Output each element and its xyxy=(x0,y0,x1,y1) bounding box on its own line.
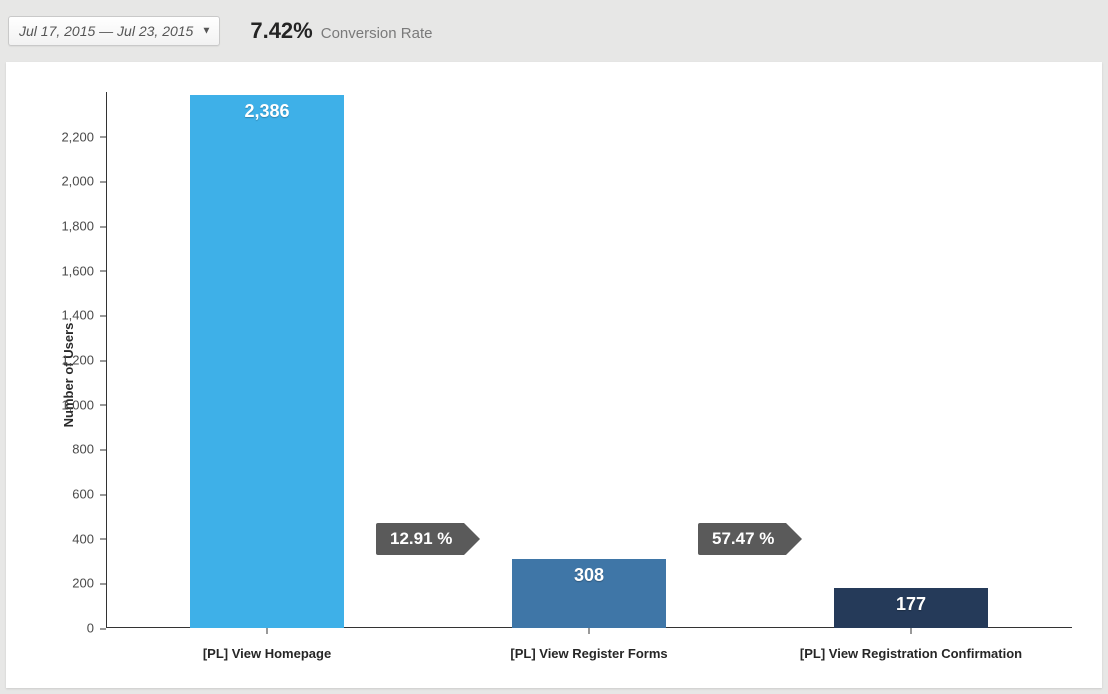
y-tick-label: 1,600 xyxy=(61,263,106,278)
bar-value-label: 2,386 xyxy=(190,101,345,122)
y-tick-label: 200 xyxy=(72,576,106,591)
date-range-picker[interactable]: Jul 17, 2015 — Jul 23, 2015 ▼ xyxy=(8,16,220,46)
conversion-rate: 7.42% Conversion Rate xyxy=(250,18,432,44)
bar-value-label: 308 xyxy=(512,565,667,586)
chart-panel: Number of Users 02004006008001,0001,2001… xyxy=(6,62,1102,688)
header-bar: Jul 17, 2015 — Jul 23, 2015 ▼ 7.42% Conv… xyxy=(0,0,1108,62)
y-tick-label: 2,000 xyxy=(61,174,106,189)
y-tick-label: 400 xyxy=(72,531,106,546)
funnel-bar: 177 xyxy=(834,588,989,628)
y-tick-label: 0 xyxy=(87,621,106,636)
x-category-label: [PL] View Register Forms xyxy=(510,646,667,661)
y-tick-label: 1,200 xyxy=(61,353,106,368)
conversion-rate-value: 7.42% xyxy=(250,18,312,44)
funnel-bar-chart: 02004006008001,0001,2001,4001,6001,8002,… xyxy=(106,92,1072,628)
funnel-step-percent: 12.91 % xyxy=(376,523,464,555)
funnel-bar: 308 xyxy=(512,559,667,628)
funnel-step-percent: 57.47 % xyxy=(698,523,786,555)
caret-down-icon: ▼ xyxy=(201,26,211,37)
y-tick-label: 2,200 xyxy=(61,129,106,144)
x-tick-mark xyxy=(267,628,268,634)
y-tick-label: 800 xyxy=(72,442,106,457)
x-category-label: [PL] View Registration Confirmation xyxy=(800,646,1022,661)
funnel-bar: 2,386 xyxy=(190,95,345,628)
x-tick-mark xyxy=(911,628,912,634)
y-tick-label: 1,400 xyxy=(61,308,106,323)
bar-value-label: 177 xyxy=(834,594,989,615)
y-tick-label: 600 xyxy=(72,487,106,502)
x-tick-mark xyxy=(589,628,590,634)
x-category-label: [PL] View Homepage xyxy=(203,646,331,661)
date-range-text: Jul 17, 2015 — Jul 23, 2015 xyxy=(19,23,193,39)
y-axis-line xyxy=(106,92,107,628)
y-tick-label: 1,800 xyxy=(61,219,106,234)
conversion-rate-label: Conversion Rate xyxy=(321,25,433,42)
y-tick-label: 1,000 xyxy=(61,397,106,412)
